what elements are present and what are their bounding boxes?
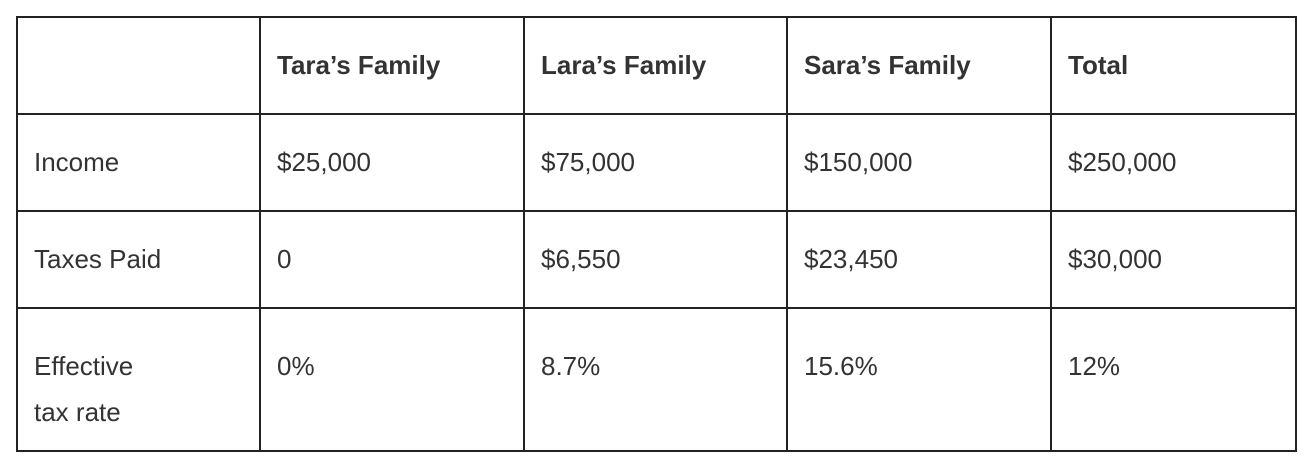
header-taras-family: Tara’s Family xyxy=(259,16,525,115)
row-label-taxes-paid: Taxes Paid xyxy=(16,210,261,309)
cell-rate-sara: 15.6% xyxy=(786,307,1052,452)
cell-income-lara: $75,000 xyxy=(523,113,788,212)
row-label-income: Income xyxy=(16,113,261,212)
header-empty-cell xyxy=(16,16,261,115)
row-label-effective-tax-rate: Effective tax rate xyxy=(16,307,261,452)
row-label-line-2: tax rate xyxy=(34,397,121,427)
table-row-income: Income $25,000 $75,000 $150,000 $250,000 xyxy=(16,113,1297,212)
cell-income-sara: $150,000 xyxy=(786,113,1052,212)
cell-taxes-tara: 0 xyxy=(259,210,525,309)
cell-income-tara: $25,000 xyxy=(259,113,525,212)
cell-taxes-lara: $6,550 xyxy=(523,210,788,309)
table-row-effective-tax-rate: Effective tax rate 0% 8.7% 15.6% 12% xyxy=(16,307,1297,452)
cell-income-total: $250,000 xyxy=(1050,113,1297,212)
header-laras-family: Lara’s Family xyxy=(523,16,788,115)
cell-rate-tara: 0% xyxy=(259,307,525,452)
row-label-line-1: Effective xyxy=(34,351,134,381)
cell-taxes-sara: $23,450 xyxy=(786,210,1052,309)
header-row: Tara’s Family Lara’s Family Sara’s Famil… xyxy=(16,16,1297,115)
cell-rate-lara: 8.7% xyxy=(523,307,788,452)
header-total: Total xyxy=(1050,16,1297,115)
cell-taxes-total: $30,000 xyxy=(1050,210,1297,309)
tax-comparison-table: Tara’s Family Lara’s Family Sara’s Famil… xyxy=(16,16,1297,452)
cell-rate-total: 12% xyxy=(1050,307,1297,452)
header-saras-family: Sara’s Family xyxy=(786,16,1052,115)
table-row-taxes-paid: Taxes Paid 0 $6,550 $23,450 $30,000 xyxy=(16,210,1297,309)
